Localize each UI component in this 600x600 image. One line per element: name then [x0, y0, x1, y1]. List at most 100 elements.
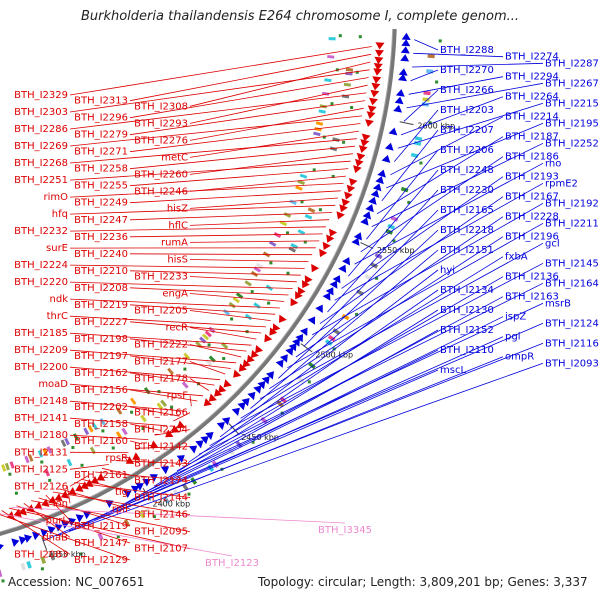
reverse-gene-label[interactable]: BTH_I2163: [505, 292, 559, 303]
pseudogene-label[interactable]: BTH_I3345: [318, 525, 372, 536]
forward-gene-label[interactable]: BTH_I2107: [134, 544, 188, 555]
forward-gene-label[interactable]: lon: [53, 498, 68, 509]
reverse-gene-label[interactable]: BTH_I2207: [440, 125, 494, 136]
forward-gene-label[interactable]: BTH_I2258: [74, 164, 128, 175]
reverse-gene-label[interactable]: rpmE2: [545, 178, 578, 189]
forward-gene-label[interactable]: BTH_I2095: [134, 527, 188, 538]
reverse-gene-label[interactable]: ompR: [505, 352, 534, 363]
reverse-gene-label[interactable]: BTH_I2152: [440, 325, 494, 336]
reverse-gene-label[interactable]: BTH_I2274: [505, 52, 559, 63]
forward-gene-label[interactable]: moaD: [38, 379, 68, 390]
forward-gene-label[interactable]: dnaB: [42, 532, 68, 543]
forward-gene-label[interactable]: BTH_I2119: [74, 521, 128, 532]
reverse-gene-label[interactable]: BTH_I2195: [545, 118, 599, 129]
forward-gene-label[interactable]: BTH_I2166: [134, 408, 188, 419]
forward-gene-label[interactable]: hfq: [52, 209, 68, 220]
forward-gene-label[interactable]: BTH_I2222: [134, 340, 188, 351]
forward-gene-label[interactable]: BTH_I2144: [134, 493, 188, 504]
forward-gene-label[interactable]: surE: [46, 243, 68, 254]
reverse-gene-label[interactable]: BTH_I2211: [545, 218, 599, 229]
reverse-gene-label[interactable]: BTH_I2230: [440, 185, 494, 196]
reverse-gene-label[interactable]: ispZ: [505, 312, 526, 323]
forward-gene-label[interactable]: BTH_I2129: [74, 555, 128, 566]
forward-gene-label[interactable]: BTH_I2208: [74, 283, 128, 294]
forward-gene-label[interactable]: BTH_I2148: [14, 396, 68, 407]
reverse-gene-label[interactable]: hyi: [440, 265, 455, 276]
reverse-gene-label[interactable]: BTH_I2167: [505, 192, 559, 203]
reverse-gene-label[interactable]: BTH_I2192: [545, 198, 599, 209]
forward-gene-label[interactable]: BTH_I2143: [134, 459, 188, 470]
forward-gene-label[interactable]: BTH_I2329: [14, 90, 68, 101]
forward-gene-label[interactable]: tig: [115, 487, 128, 498]
forward-gene-label[interactable]: BTH_I2303: [14, 107, 68, 118]
reverse-gene-label[interactable]: BTH_I2130: [440, 305, 494, 316]
reverse-gene-label[interactable]: BTH_I2287: [545, 58, 599, 69]
forward-gene-label[interactable]: BTH_I2197: [74, 351, 128, 362]
reverse-gene-label[interactable]: BTH_I2266: [440, 85, 494, 96]
reverse-gene-label[interactable]: BTH_I2193: [505, 172, 559, 183]
forward-gene-label[interactable]: metC: [161, 152, 188, 163]
pseudogene-label[interactable]: BTH_I2123: [205, 558, 259, 569]
forward-gene-label[interactable]: BTH_I2276: [134, 135, 188, 146]
forward-gene-label[interactable]: BTH_I2200: [14, 362, 68, 373]
forward-gene-label[interactable]: BTH_I2246: [134, 186, 188, 197]
reverse-gene-label[interactable]: BTH_I2187: [505, 132, 559, 143]
forward-gene-label[interactable]: BTH_I2160: [74, 436, 128, 447]
forward-gene-label[interactable]: rimO: [43, 192, 68, 203]
forward-gene-label[interactable]: hisS: [167, 255, 188, 266]
forward-gene-label[interactable]: BTH_I2131: [14, 447, 68, 458]
forward-gene-label[interactable]: BTH_I2178: [134, 374, 188, 385]
forward-gene-label[interactable]: BTH_I2220: [14, 277, 68, 288]
forward-gene-label[interactable]: BTH_I2198: [74, 334, 128, 345]
forward-gene-label[interactable]: BTH_I2233: [134, 272, 188, 283]
forward-gene-label[interactable]: thrC: [47, 311, 68, 322]
reverse-gene-label[interactable]: rho: [545, 158, 561, 169]
forward-gene-label[interactable]: BTH_I2174: [134, 476, 188, 487]
reverse-gene-label[interactable]: fxbA: [505, 252, 528, 263]
forward-gene-label[interactable]: BTH_I2227: [74, 317, 128, 328]
forward-gene-label[interactable]: BTH_I2180: [14, 430, 68, 441]
forward-gene-label[interactable]: BTH_I2293: [134, 118, 188, 129]
forward-gene-label[interactable]: BTH_I2205: [134, 306, 188, 317]
forward-gene-label[interactable]: BTH_I2209: [14, 345, 68, 356]
reverse-gene-label[interactable]: BTH_I2093: [545, 358, 599, 369]
forward-gene-label[interactable]: BTH_I2083: [14, 549, 68, 560]
forward-gene-label[interactable]: BTH_I2126: [14, 481, 68, 492]
forward-gene-label[interactable]: ndk: [50, 294, 69, 305]
forward-gene-label[interactable]: BTH_I2296: [74, 113, 128, 124]
forward-gene-label[interactable]: BTH_I2204: [134, 425, 188, 436]
forward-gene-label[interactable]: BTH_I2269: [14, 141, 68, 152]
forward-gene-label[interactable]: BTH_I2286: [14, 124, 68, 135]
forward-gene-label[interactable]: engA: [162, 289, 188, 300]
reverse-gene-label[interactable]: BTH_I2145: [545, 258, 599, 269]
forward-gene-label[interactable]: BTH_I2210: [74, 266, 128, 277]
forward-gene-label[interactable]: BTH_I2313: [74, 96, 128, 107]
reverse-gene-label[interactable]: BTH_I2218: [440, 225, 494, 236]
forward-gene-label[interactable]: rpsF: [167, 391, 189, 402]
forward-gene-label[interactable]: BTH_I2185: [14, 328, 68, 339]
forward-gene-label[interactable]: BTH_I2177: [134, 357, 188, 368]
forward-gene-label[interactable]: BTH_I2161: [74, 470, 128, 481]
forward-gene-label[interactable]: recR: [166, 323, 189, 334]
forward-gene-label[interactable]: BTH_I2279: [74, 130, 128, 141]
forward-gene-label[interactable]: BTH_I2146: [134, 510, 188, 521]
reverse-gene-label[interactable]: msrB: [545, 298, 571, 309]
forward-gene-label[interactable]: BTH_I2236: [74, 232, 128, 243]
forward-gene-label[interactable]: BTH_I2224: [14, 260, 68, 271]
forward-gene-label[interactable]: BTH_I2202: [74, 402, 128, 413]
forward-gene-label[interactable]: BTH_I2251: [14, 175, 68, 186]
reverse-gene-label[interactable]: BTH_I2288: [440, 45, 494, 56]
forward-gene-label[interactable]: purL: [46, 515, 69, 526]
forward-gene-label[interactable]: BTH_I2141: [14, 413, 68, 424]
reverse-gene-label[interactable]: gcl: [545, 238, 560, 249]
forward-gene-label[interactable]: rpsR: [105, 453, 128, 464]
reverse-gene-label[interactable]: BTH_I2151: [440, 245, 494, 256]
forward-gene-label[interactable]: rplI: [112, 504, 128, 515]
forward-gene-label[interactable]: BTH_I2268: [14, 158, 68, 169]
forward-gene-label[interactable]: BTH_I2249: [74, 198, 128, 209]
reverse-gene-label[interactable]: BTH_I2110: [440, 345, 494, 356]
forward-gene-label[interactable]: BTH_I2147: [74, 538, 128, 549]
forward-gene-label[interactable]: BTH_I2271: [74, 147, 128, 158]
forward-gene-label[interactable]: BTH_I2308: [134, 101, 188, 112]
reverse-gene-label[interactable]: BTH_I2165: [440, 205, 494, 216]
